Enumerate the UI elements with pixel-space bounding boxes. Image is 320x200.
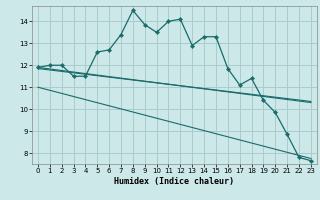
X-axis label: Humidex (Indice chaleur): Humidex (Indice chaleur) bbox=[115, 177, 234, 186]
